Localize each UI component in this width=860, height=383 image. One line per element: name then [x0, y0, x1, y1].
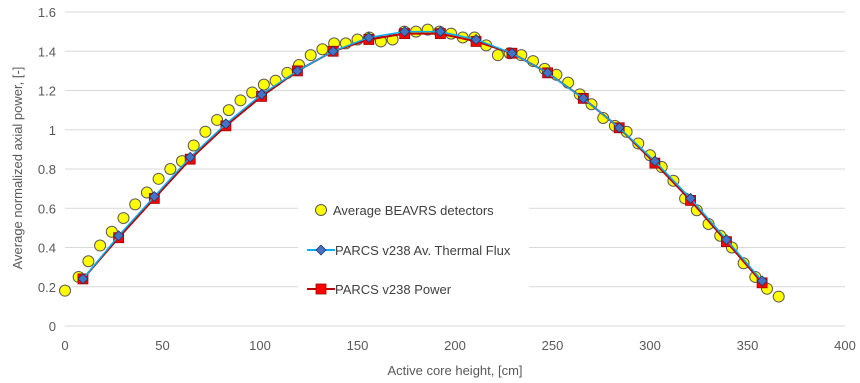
x-tick-label: 50	[155, 338, 169, 353]
legend-label-thermal-flux: PARCS v238 Av. Thermal Flux	[335, 243, 511, 258]
parcs-thermal-flux-point	[685, 192, 697, 204]
beavrs-detector-point	[117, 212, 130, 225]
beavrs-detector-point	[222, 104, 235, 117]
parcs-thermal-flux-line	[82, 30, 763, 282]
beavrs-detector-point	[304, 49, 317, 62]
parcs-thermal-flux-point	[327, 45, 339, 57]
parcs-thermal-flux-point	[470, 33, 482, 45]
x-tick-label: 350	[737, 338, 759, 353]
parcs-power-line	[82, 32, 763, 284]
legend: Average BEAVRS detectors PARCS v238 Av. …	[298, 187, 529, 308]
y-tick-label: 0.2	[38, 280, 56, 295]
beavrs-detector-point	[129, 198, 142, 211]
parcs-thermal-flux-point	[506, 47, 518, 59]
beavrs-detector-point	[211, 113, 224, 126]
beavrs-detector-point	[187, 139, 200, 152]
legend-circle-marker	[315, 204, 327, 216]
parcs-thermal-flux-point	[363, 31, 375, 44]
y-tick-label: 1.6	[38, 5, 56, 20]
y-tick-label: 1.2	[38, 84, 56, 99]
beavrs-detector-point	[257, 78, 270, 91]
beavrs-detector-point	[632, 137, 645, 150]
beavrs-detector-point	[234, 94, 247, 107]
beavrs-detector-point	[421, 23, 434, 36]
series-parcs-thermal-flux	[77, 26, 768, 287]
x-tick-label: 0	[61, 338, 68, 353]
x-axis-title: Active core height, [cm]	[387, 363, 522, 378]
beavrs-detector-point	[246, 86, 259, 99]
parcs-thermal-flux-point	[756, 275, 768, 287]
y-tick-label: 1.4	[38, 44, 56, 59]
beavrs-detector-point	[164, 163, 177, 175]
beavrs-detector-point	[82, 255, 95, 268]
beavrs-detector-point	[316, 43, 329, 56]
parcs-thermal-flux-point	[720, 234, 732, 246]
x-tick-label: 200	[444, 338, 466, 353]
legend-label-beavrs: Average BEAVRS detectors	[333, 203, 494, 218]
x-axis-tick-labels: 0 50 100 150 200 250 300 350 400	[61, 338, 855, 353]
x-tick-label: 300	[639, 338, 661, 353]
parcs-thermal-flux-point	[577, 92, 589, 104]
y-axis-tick-labels: 0 0.2 0.4 0.6 0.8 1 1.2 1.4 1.6	[38, 5, 56, 334]
parcs-thermal-flux-point	[220, 118, 232, 130]
x-tick-label: 250	[542, 338, 564, 353]
y-tick-label: 0.6	[38, 201, 56, 216]
x-tick-label: 400	[834, 338, 856, 353]
beavrs-detector-point	[152, 172, 165, 185]
parcs-thermal-flux-point	[434, 26, 446, 38]
y-axis-title: Average normalized axial power, [-]	[10, 67, 25, 270]
beavrs-detector-point	[491, 49, 504, 62]
parcs-thermal-flux-point	[113, 230, 125, 242]
parcs-thermal-flux-point	[291, 65, 303, 77]
legend-square-marker	[315, 283, 327, 295]
beavrs-detector-point	[772, 290, 785, 303]
beavrs-detector-point	[59, 284, 71, 297]
legend-label-power: PARCS v238 Power	[335, 282, 452, 297]
parcs-thermal-flux-point	[542, 67, 554, 79]
parcs-thermal-flux-point	[184, 151, 196, 163]
y-tick-label: 0.8	[38, 162, 56, 177]
parcs-thermal-flux-point	[649, 155, 661, 167]
beavrs-detector-point	[94, 239, 107, 252]
legend-entry-beavrs: Average BEAVRS detectors	[315, 203, 494, 218]
plot-area	[59, 23, 785, 303]
parcs-thermal-flux-point	[148, 190, 160, 202]
parcs-thermal-flux-point	[399, 26, 411, 38]
legend-diamond-marker	[315, 244, 327, 256]
legend-box	[298, 187, 529, 308]
y-tick-label: 0	[49, 319, 56, 334]
parcs-thermal-flux-point	[77, 273, 89, 285]
legend-entry-power: PARCS v238 Power	[307, 282, 452, 297]
parcs-thermal-flux-point	[256, 88, 268, 100]
parcs-thermal-flux-point	[613, 122, 625, 134]
legend-entry-thermal-flux: PARCS v238 Av. Thermal Flux	[307, 243, 511, 258]
x-tick-label: 150	[347, 338, 369, 353]
y-tick-label: 0.4	[38, 241, 56, 256]
beavrs-detector-point	[199, 125, 212, 138]
y-tick-label: 1	[49, 123, 56, 138]
x-tick-label: 100	[249, 338, 271, 353]
